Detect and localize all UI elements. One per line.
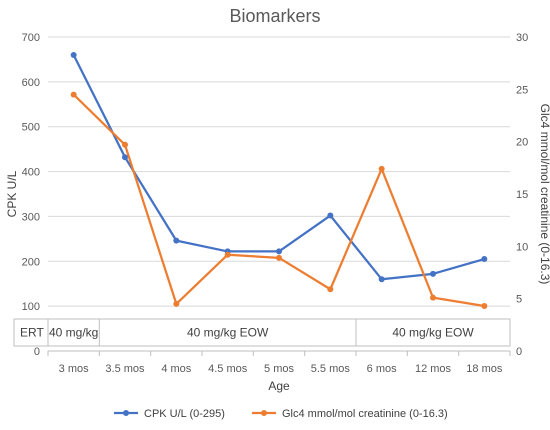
y2-tick-label: 25 [516,84,528,96]
x-tick-label: 3 mos [59,363,89,375]
y-tick-label: 200 [22,256,40,268]
cpk-data-point [70,51,77,58]
cpk-data-point [327,212,334,219]
y2-tick-label: 5 [516,294,522,306]
y2-tick-label: 0 [516,346,522,358]
glc4-data-point [327,286,334,293]
cpk-data-point [122,154,128,161]
y-tick-label: 400 [22,167,40,179]
cpk-data-point [430,270,436,277]
ert-segment-label: 40 mg/kg [49,326,98,340]
x-tick-label: 6 mos [367,363,397,375]
glc4-legend-label: Glc4 mmol/mol creatinine (0-16.3) [282,408,448,420]
y2-tick-label: 30 [516,32,528,44]
cpk-data-point [173,237,180,244]
glc4-data-point [481,302,488,309]
x-tick-label: 4 mos [161,363,191,375]
glc4-data-point [276,254,282,261]
y2-tick-label: 20 [516,137,528,149]
x-axis-title: Age [268,379,290,393]
y-tick-label: 700 [22,32,40,44]
ert-row-box [13,318,511,347]
y2-tick-label: 15 [516,189,528,201]
y-tick-label: 600 [22,77,40,89]
glc4-data-point [378,165,385,172]
y-tick-label: 100 [22,301,40,313]
gridlines [48,36,510,307]
ert-label: ERT [20,326,44,340]
series-layer [70,51,488,309]
x-tick-label: 5.5 mos [311,363,351,375]
y2-axis-title: Glc4 mmol/mol creatinine (0-16.3) [538,104,550,285]
cpk-data-point [378,276,385,283]
glc4-data-point [224,251,231,258]
glc4-data-point [122,141,128,148]
legend: CPK U/L (0-295) Glc4 mmol/mol creatinine … [114,408,448,420]
axes: 0 100 200 300 400 500 600 700 0 5 10 15 20 25 30 3 mos 3… [22,32,529,375]
x-tick-label: 4.5 mos [208,363,248,375]
glc4-data-point [173,300,180,307]
glc4-legend-swatch-marker [261,410,267,416]
y-tick-label: 500 [22,122,40,134]
y-tick-label: 0 [34,346,40,358]
ert-row: ERT 40 mg/kg 40 mg/kg EOW 40 mg/kg EOW [13,318,511,347]
glc4-data-point [430,294,436,301]
y-axis-title: CPK U/L [5,170,19,217]
x-tick-label: 12 mos [415,363,452,375]
y-tick-label: 300 [22,211,40,223]
cpk-series-line [72,54,485,281]
y2-tick-label: 10 [516,241,528,253]
x-tick-label: 3.5 mos [105,363,145,375]
x-tick-label: 18 mos [466,363,503,375]
glc4-data-point [70,91,77,98]
cpk-data-point [481,256,488,263]
cpk-legend-label: CPK U/L (0-295) [144,408,225,420]
cpk-data-point [276,248,282,255]
chart-title: Biomarkers [229,6,320,26]
x-tick-label: 5 mos [264,363,294,375]
cpk-legend-swatch-marker [123,410,129,416]
ert-segment-label: 40 mg/kg EOW [392,326,474,340]
ert-segment-label: 40 mg/kg EOW [187,326,269,340]
